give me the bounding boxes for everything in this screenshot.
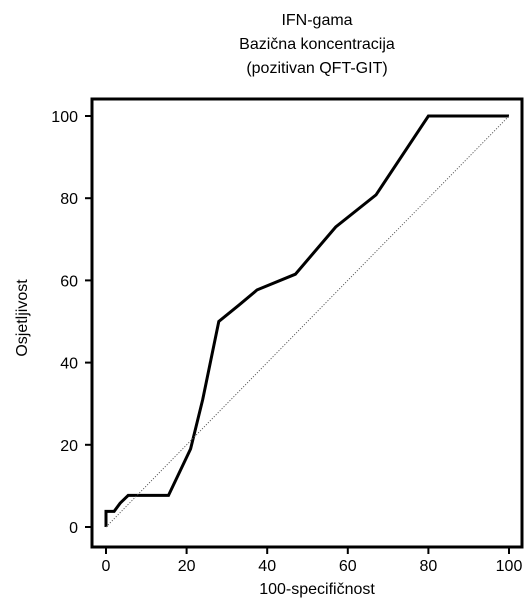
x-tick-label: 100 xyxy=(496,558,523,575)
title-line-1: IFN-gama xyxy=(281,12,352,29)
title-line-2: Bazična koncentracija xyxy=(239,36,395,53)
y-axis-ticks: 0 20 40 60 80 100 xyxy=(51,109,92,537)
y-tick-label: 20 xyxy=(60,438,78,455)
x-tick-label: 20 xyxy=(178,558,196,575)
x-tick-label: 0 xyxy=(102,558,111,575)
plot-frame xyxy=(90,97,524,549)
x-axis-ticks: 0 20 40 60 80 100 xyxy=(102,547,523,575)
title-line-3: (pozitivan QFT-GIT) xyxy=(246,60,387,77)
x-axis-label: 100-specifičnost xyxy=(259,581,375,598)
x-tick-label: 80 xyxy=(420,558,438,575)
plot-area xyxy=(90,97,524,549)
y-tick-label: 60 xyxy=(60,273,78,290)
x-tick-label: 40 xyxy=(258,558,276,575)
chart-title: IFN-gama Bazična koncentracija (pozitivan … xyxy=(239,12,395,77)
x-tick-label: 60 xyxy=(339,558,357,575)
y-tick-label: 0 xyxy=(69,520,78,537)
roc-curve-line xyxy=(104,114,509,527)
y-tick-label: 40 xyxy=(60,356,78,373)
y-axis-label: Osjetljivost xyxy=(14,279,31,357)
reference-diagonal-line xyxy=(105,115,510,528)
y-tick-label: 100 xyxy=(51,109,78,126)
y-tick-label: 80 xyxy=(60,191,78,208)
